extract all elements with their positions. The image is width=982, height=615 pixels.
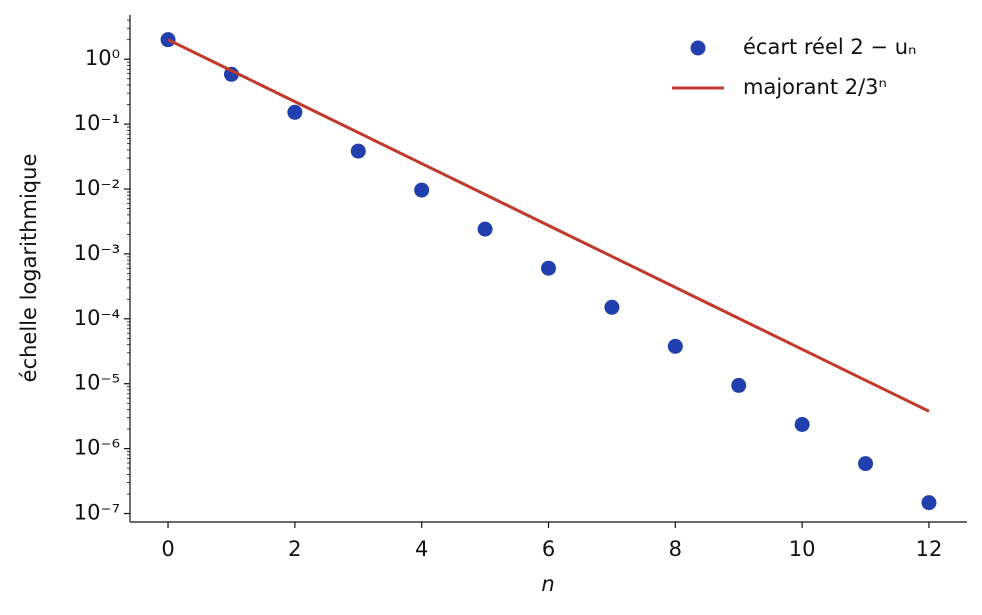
y-tick-label: 10⁻⁶ bbox=[74, 436, 120, 460]
point bbox=[731, 377, 747, 393]
point bbox=[414, 182, 430, 198]
point bbox=[794, 416, 810, 432]
point bbox=[604, 299, 620, 315]
legend-label: écart réel 2 − uₙ bbox=[743, 35, 916, 59]
y-axis-label: échelle logarithmique bbox=[17, 154, 41, 383]
legend-marker bbox=[690, 40, 706, 56]
y-tick-label: 10⁻² bbox=[74, 176, 120, 200]
x-tick-label: 10 bbox=[789, 537, 816, 561]
y-tick-label: 10⁻⁵ bbox=[74, 371, 120, 395]
x-tick-label: 12 bbox=[916, 537, 943, 561]
x-axis-label: n bbox=[541, 572, 554, 596]
point bbox=[667, 338, 683, 354]
x-tick-label: 6 bbox=[542, 537, 555, 561]
y-tick-label: 10⁻¹ bbox=[74, 111, 120, 135]
line bbox=[167, 38, 930, 413]
x-tick-label: 0 bbox=[161, 537, 174, 561]
x-tick-label: 4 bbox=[415, 537, 428, 561]
point bbox=[287, 104, 303, 120]
point bbox=[921, 495, 937, 511]
y-tick-label: 10⁰ bbox=[85, 46, 120, 70]
y-tick-label: 10⁻³ bbox=[74, 241, 120, 265]
legend-label: majorant 2/3ⁿ bbox=[743, 75, 887, 99]
point bbox=[858, 456, 874, 472]
y-tick-label: 10⁻⁷ bbox=[74, 501, 120, 525]
point bbox=[350, 143, 366, 159]
x-tick-label: 2 bbox=[288, 537, 301, 561]
x-tick-label: 8 bbox=[669, 537, 682, 561]
point bbox=[477, 221, 493, 237]
point bbox=[223, 66, 239, 82]
y-tick-label: 10⁻⁴ bbox=[74, 306, 120, 330]
point bbox=[541, 260, 556, 276]
